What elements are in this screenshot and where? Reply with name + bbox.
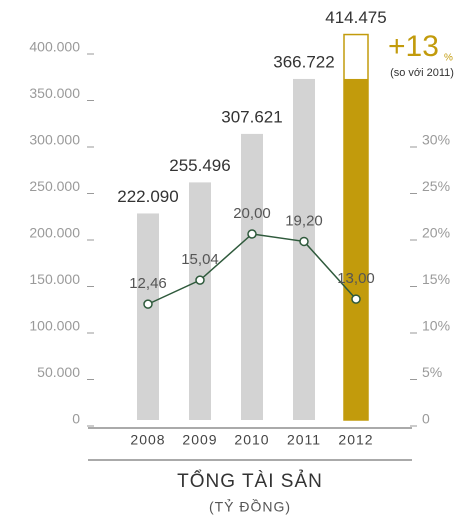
line-value-label: 12,46: [129, 275, 167, 292]
line-point: [247, 229, 257, 239]
bar-value-label: 366.722: [273, 52, 334, 71]
y-tick-label: 200.000: [29, 225, 80, 241]
y2-tick-label: 30%: [422, 132, 450, 148]
y-tick-label: 100.000: [29, 318, 80, 334]
y-tick-label: 300.000: [29, 132, 80, 148]
y-tick-label: 150.000: [29, 271, 80, 287]
line-point: [351, 294, 361, 304]
line-point: [143, 299, 153, 309]
chart-subtitle: (TỶ ĐỒNG): [209, 498, 291, 515]
x-tick-label: 2009: [182, 432, 217, 448]
bar: [189, 182, 211, 420]
bar-value-label: 307.621: [221, 107, 282, 126]
bar: [293, 78, 315, 420]
y2-tick-label: 10%: [422, 318, 450, 334]
line-value-label: 19,20: [285, 212, 323, 229]
bar-value-label: 255.496: [169, 156, 230, 175]
x-tick-label: 2010: [234, 432, 269, 448]
chart-title: TỔNG TÀI SẢN: [177, 470, 323, 492]
y2-tick-label: 0: [422, 411, 430, 427]
bar: [241, 133, 263, 420]
annotation: +13: [388, 30, 439, 63]
line-value-label: 13,00: [337, 270, 375, 287]
annotation-unit: %: [444, 53, 453, 64]
bar-base: [344, 78, 368, 420]
bar-value-label: 222.090: [117, 187, 178, 206]
bar: [137, 213, 159, 420]
y-tick-label: 0: [72, 411, 80, 427]
y2-tick-label: 15%: [422, 271, 450, 287]
y2-tick-label: 25%: [422, 178, 450, 194]
line-point: [195, 275, 205, 285]
x-tick-label: 2011: [287, 432, 321, 448]
annotation-note: (so với 2011): [390, 67, 454, 79]
x-tick-label: 2012: [338, 432, 373, 448]
y-tick-label: 400.000: [29, 39, 80, 55]
y-tick-label: 350.000: [29, 85, 80, 101]
y-tick-label: 250.000: [29, 178, 80, 194]
y-tick-label: 50.000: [37, 364, 80, 380]
line-point: [299, 236, 309, 247]
y2-tick-label: 5%: [422, 364, 442, 380]
line-value-label: 15,04: [181, 251, 219, 268]
y2-tick-label: 20%: [422, 225, 450, 241]
line-value-label: 20,00: [233, 205, 271, 222]
x-tick-label: 2008: [130, 432, 165, 448]
bar-value-label: 414.475: [325, 8, 386, 27]
